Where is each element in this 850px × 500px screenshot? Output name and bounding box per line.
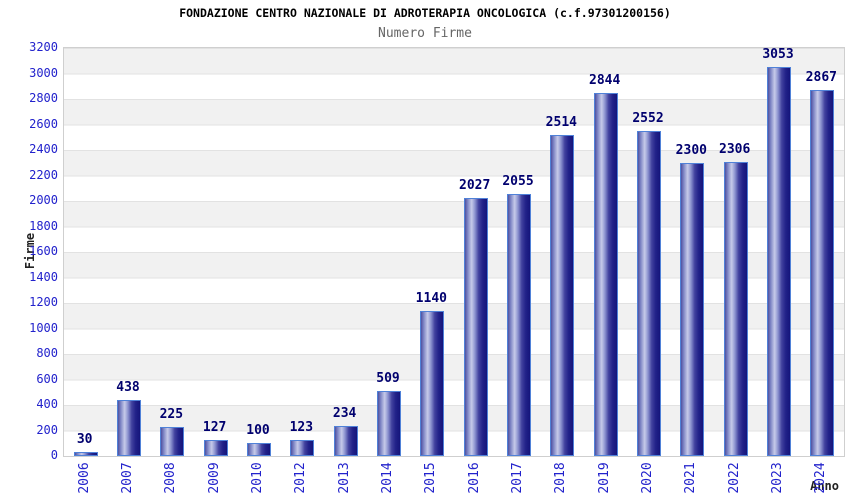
y-tick-label: 1200	[29, 295, 58, 309]
y-tick-label: 1000	[29, 320, 58, 335]
bar	[637, 131, 661, 456]
bar-value-label: 30	[76, 432, 93, 447]
bar-value-label: 509	[376, 371, 400, 386]
x-tick-label: 2009	[206, 462, 222, 494]
bar	[290, 440, 315, 456]
x-tick-label: 2022	[726, 462, 742, 494]
x-tick-label: 2014	[380, 462, 395, 494]
bar-value-label: 225	[159, 407, 184, 422]
y-tick-label: 600	[36, 371, 58, 386]
y-tick-label: 0	[50, 448, 58, 462]
bar-value-label: 2306	[719, 142, 751, 157]
y-tick-label: 2800	[29, 91, 58, 105]
x-tick-label: 2019	[596, 462, 612, 494]
bar	[810, 90, 835, 456]
y-tick-label: 2400	[29, 142, 58, 156]
y-tick-label: 2600	[29, 116, 58, 131]
bar	[723, 162, 748, 456]
y-tick-label: 1800	[29, 218, 58, 233]
bar	[767, 67, 791, 456]
bar	[680, 163, 705, 456]
chart-subtitle: Numero Firme	[378, 26, 472, 41]
bar	[507, 194, 531, 456]
bar-value-label: 234	[332, 406, 357, 421]
bar	[203, 440, 228, 456]
bar-value-label: 2867	[805, 70, 837, 85]
bar-value-label: 2300	[675, 143, 707, 158]
bar-value-label: 127	[202, 420, 227, 435]
bar-value-label: 2027	[459, 178, 491, 193]
x-tick-label: 2013	[336, 462, 352, 494]
bar	[463, 198, 488, 456]
bar	[593, 93, 618, 456]
bar-value-label: 1140	[415, 291, 447, 306]
bar-value-label: 2552	[632, 111, 664, 126]
bar	[333, 426, 358, 456]
x-tick-label: 2020	[640, 462, 655, 494]
bar-value-label: 3053	[762, 47, 794, 62]
y-tick-label: 1400	[29, 269, 58, 284]
x-tick-label: 2008	[163, 462, 179, 494]
bar	[420, 311, 445, 456]
y-tick-label: 1600	[29, 244, 58, 258]
y-tick-label: 3000	[29, 65, 58, 80]
bar	[550, 135, 575, 456]
chart-title: FONDAZIONE CENTRO NAZIONALE DI ADROTERAP…	[179, 6, 671, 20]
x-tick-label: 2016	[466, 462, 482, 494]
x-tick-label: 2021	[683, 462, 699, 494]
x-tick-label: 2012	[293, 462, 309, 494]
y-tick-label: 2200	[29, 167, 58, 182]
x-tick-label: 2024	[813, 462, 829, 494]
x-tick-label: 2018	[553, 462, 569, 494]
bar-value-label: 2514	[545, 115, 577, 130]
bar-value-label: 2844	[589, 73, 621, 88]
bar	[160, 427, 185, 456]
bar-value-label: 123	[289, 420, 314, 435]
x-tick-label: 2010	[250, 462, 265, 494]
x-tick-label: 2017	[510, 462, 525, 494]
x-tick-label: 2006	[76, 462, 92, 494]
y-tick-label: 3200	[29, 40, 58, 54]
bar-value-label: 438	[116, 380, 140, 395]
y-tick-label: 200	[36, 422, 58, 437]
bar-value-label: 100	[246, 423, 270, 438]
bar	[377, 391, 401, 456]
x-tick-label: 2023	[770, 462, 785, 494]
bar	[117, 400, 141, 456]
x-tick-label: 2015	[423, 462, 439, 494]
y-tick-label: 2000	[29, 193, 58, 207]
bar	[247, 443, 271, 456]
x-axis-title: Anno	[810, 479, 839, 493]
y-tick-label: 800	[36, 346, 58, 360]
bar	[73, 452, 98, 456]
plot-area	[63, 47, 845, 457]
y-tick-label: 400	[36, 397, 58, 411]
bar-value-label: 2055	[502, 174, 534, 189]
x-tick-label: 2007	[120, 462, 135, 494]
